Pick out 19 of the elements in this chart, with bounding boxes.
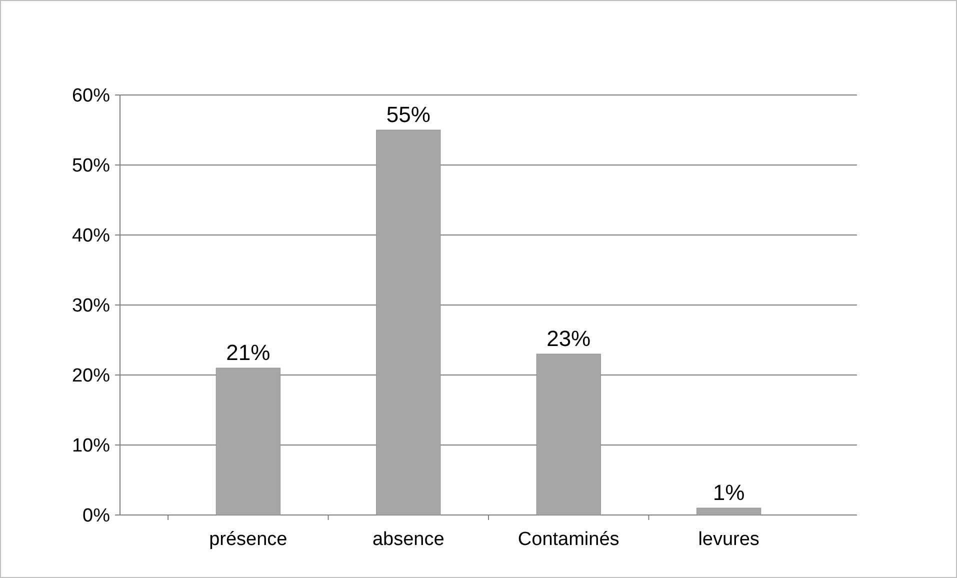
bar — [216, 368, 280, 516]
data-label: 21% — [226, 340, 270, 365]
bar — [376, 130, 441, 516]
x-tick-label: absence — [372, 529, 444, 550]
bar — [696, 508, 762, 516]
y-tick-label: 50% — [72, 156, 110, 177]
x-tick-label: présence — [209, 529, 288, 550]
y-tick-label: 0% — [82, 506, 110, 527]
y-tick-label: 40% — [72, 226, 110, 247]
x-tick-label: levures — [698, 529, 760, 550]
data-label: 23% — [546, 326, 591, 351]
data-label: 1% — [712, 480, 745, 505]
y-tick-label: 20% — [72, 366, 110, 387]
y-tick-label: 60% — [72, 86, 110, 107]
x-tick-label: Contaminés — [518, 529, 620, 550]
data-label: 55% — [386, 102, 430, 127]
y-tick-label: 10% — [72, 436, 110, 457]
y-tick-label: 30% — [72, 296, 110, 317]
bar — [536, 354, 601, 516]
